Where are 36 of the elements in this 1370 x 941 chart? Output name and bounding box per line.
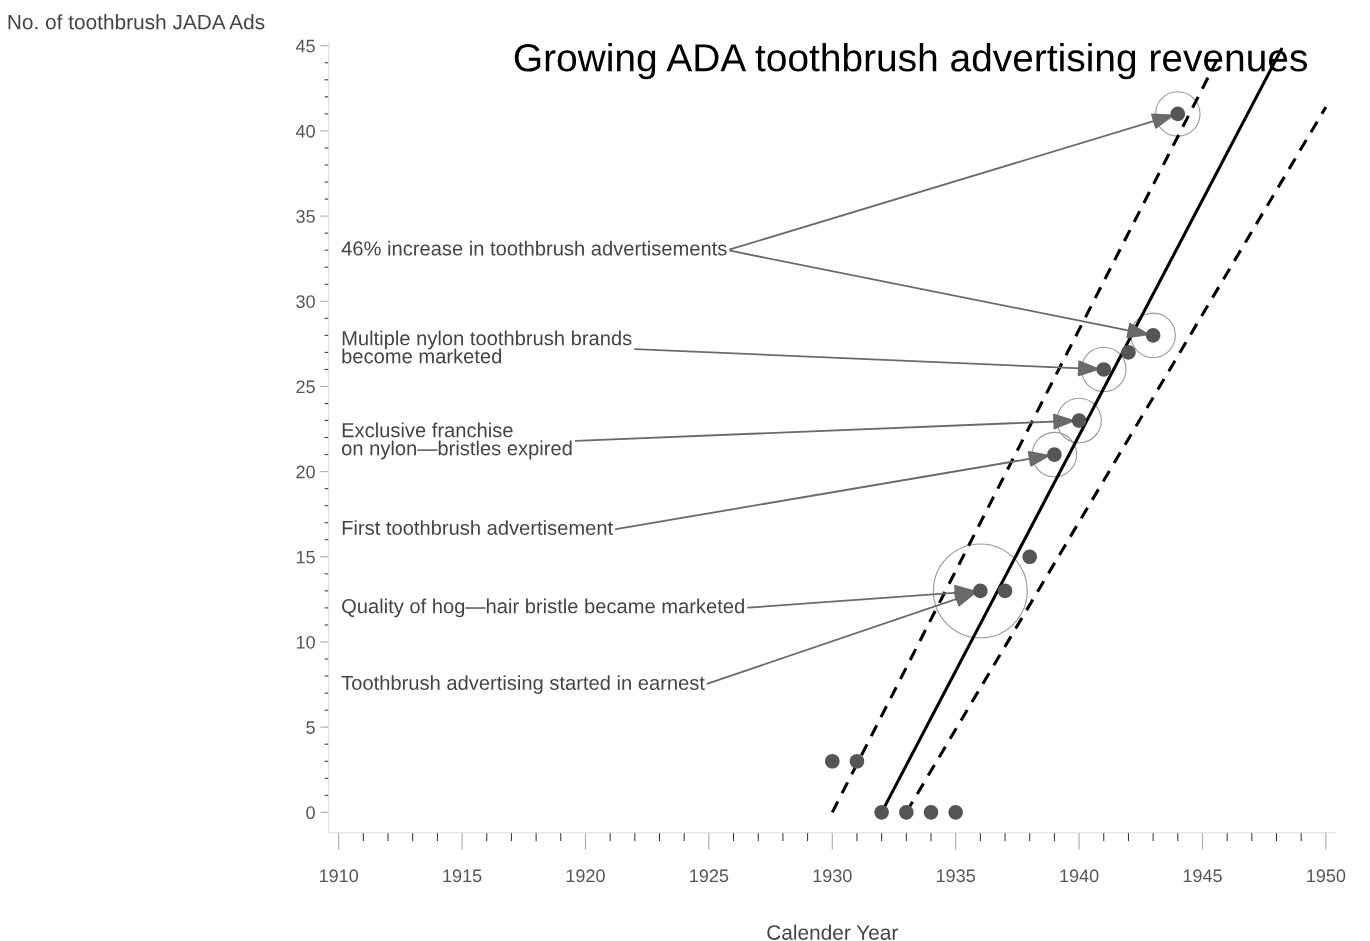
x-tick-label: 1935 (936, 869, 975, 883)
point (849, 753, 865, 769)
annotation: Quality of hog—hair bristle became marketed (342, 598, 744, 618)
x-tick-label: 1945 (1183, 869, 1222, 883)
x-tick-label: 1925 (690, 869, 729, 883)
point (1121, 345, 1136, 360)
x-tick-label: 1920 (566, 869, 605, 883)
y-tick-label: 5 (306, 721, 315, 734)
point (948, 805, 963, 820)
annotation: 46% increase in toothbrush advertisements (341, 240, 727, 256)
point (997, 583, 1013, 599)
y-tick-label: 10 (296, 635, 315, 649)
y-tick-label: 35 (296, 210, 315, 223)
y-tick-label: 40 (295, 124, 315, 138)
y-tick-label: 15 (296, 550, 315, 564)
x-tick-label: 1930 (813, 869, 852, 883)
point (824, 753, 840, 769)
x-axis-title: Calender Year (767, 924, 898, 940)
point (899, 805, 914, 820)
point (874, 805, 889, 820)
y-tick-label: 30 (296, 295, 315, 308)
annotation: First toothbrush advertisement (342, 520, 613, 535)
y-tick-label: 45 (295, 39, 315, 53)
x-tick-label: 1950 (1307, 869, 1346, 883)
annotation: Multiple nylon toothbrush brands become marketed (342, 330, 632, 364)
x-tick-label: 1915 (443, 869, 482, 883)
x-tick-label: 1910 (319, 869, 359, 883)
y-tick-label: 20 (296, 465, 315, 479)
point (923, 805, 939, 820)
point (1022, 549, 1037, 565)
annotation: Toothbrush advertising started in earnest (341, 675, 705, 694)
annotation: Exclusive franchise on nylon—bristles expired (341, 422, 572, 460)
y-tick-label: 25 (296, 380, 315, 394)
y-axis-title: No. of toothbrush JADA Ads (8, 14, 265, 30)
y-tick-label: 0 (306, 806, 315, 820)
x-tick-label: 1940 (1060, 869, 1099, 883)
